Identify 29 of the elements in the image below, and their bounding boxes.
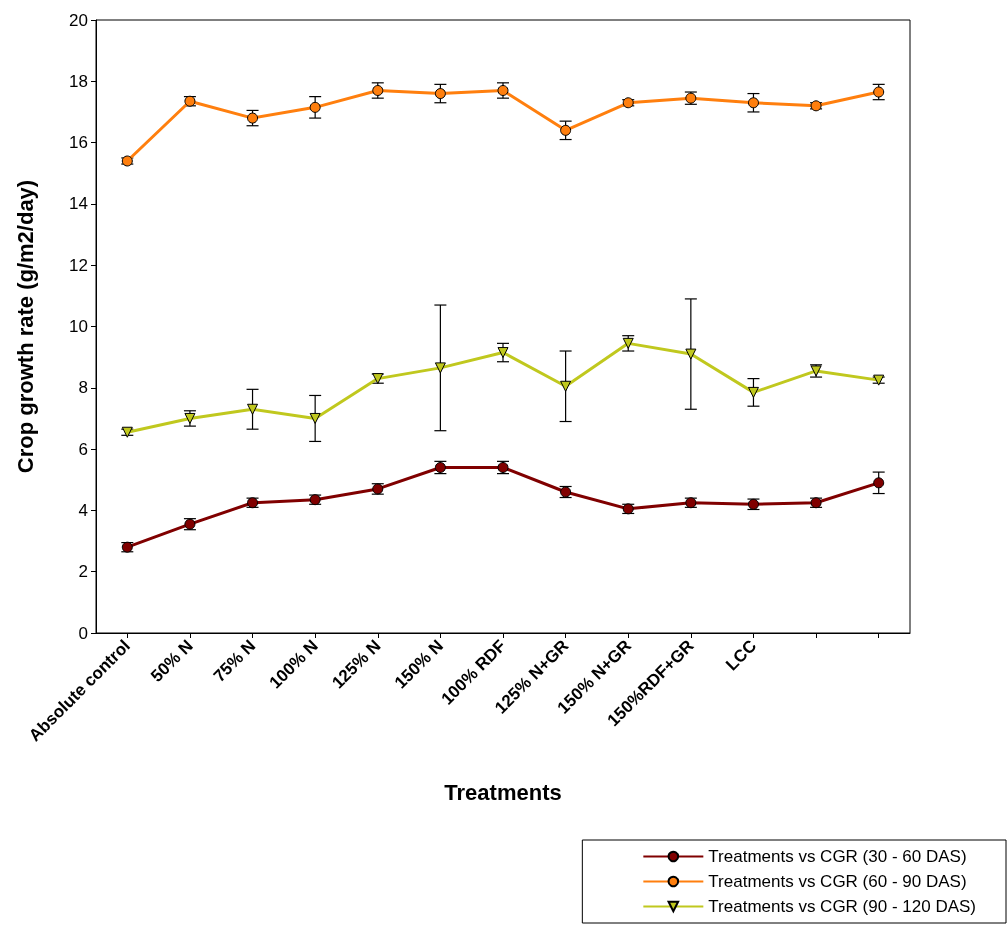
point [434, 362, 446, 374]
point [747, 386, 759, 398]
y-tick-label: 12 [69, 255, 88, 275]
y-tick-label: 4 [78, 500, 88, 520]
y-axis-title: Crop growth rate (g/m2/day) [12, 179, 38, 474]
legend-label: Treatments vs CGR (90 - 120 DAS) [708, 897, 976, 916]
point [434, 88, 446, 100]
y-tick-label: 18 [69, 71, 88, 91]
y-tick-label: 2 [78, 562, 88, 582]
point [309, 412, 321, 424]
point [309, 101, 321, 113]
y-tick-label: 10 [69, 317, 88, 336]
y-tick-label: 6 [78, 439, 88, 459]
y-tick-label: 0 [78, 623, 88, 643]
legend-label: Treatments vs CGR (30 - 60 DAS) [708, 847, 967, 866]
point [560, 380, 572, 392]
point [747, 97, 759, 109]
point [873, 477, 885, 489]
point [685, 348, 697, 360]
y-tick-label: 14 [69, 194, 88, 214]
y-tick-label: 20 [69, 10, 88, 30]
point [247, 403, 259, 415]
legend-label: Treatments vs CGR (60 - 90 DAS) [708, 872, 967, 891]
x-axis-title: Treatments [444, 779, 562, 805]
point [560, 124, 572, 136]
point [497, 347, 509, 359]
y-tick-label: 16 [69, 133, 88, 153]
y-tick-label: 8 [78, 378, 88, 398]
x-tick-label: 75% N [209, 636, 260, 686]
